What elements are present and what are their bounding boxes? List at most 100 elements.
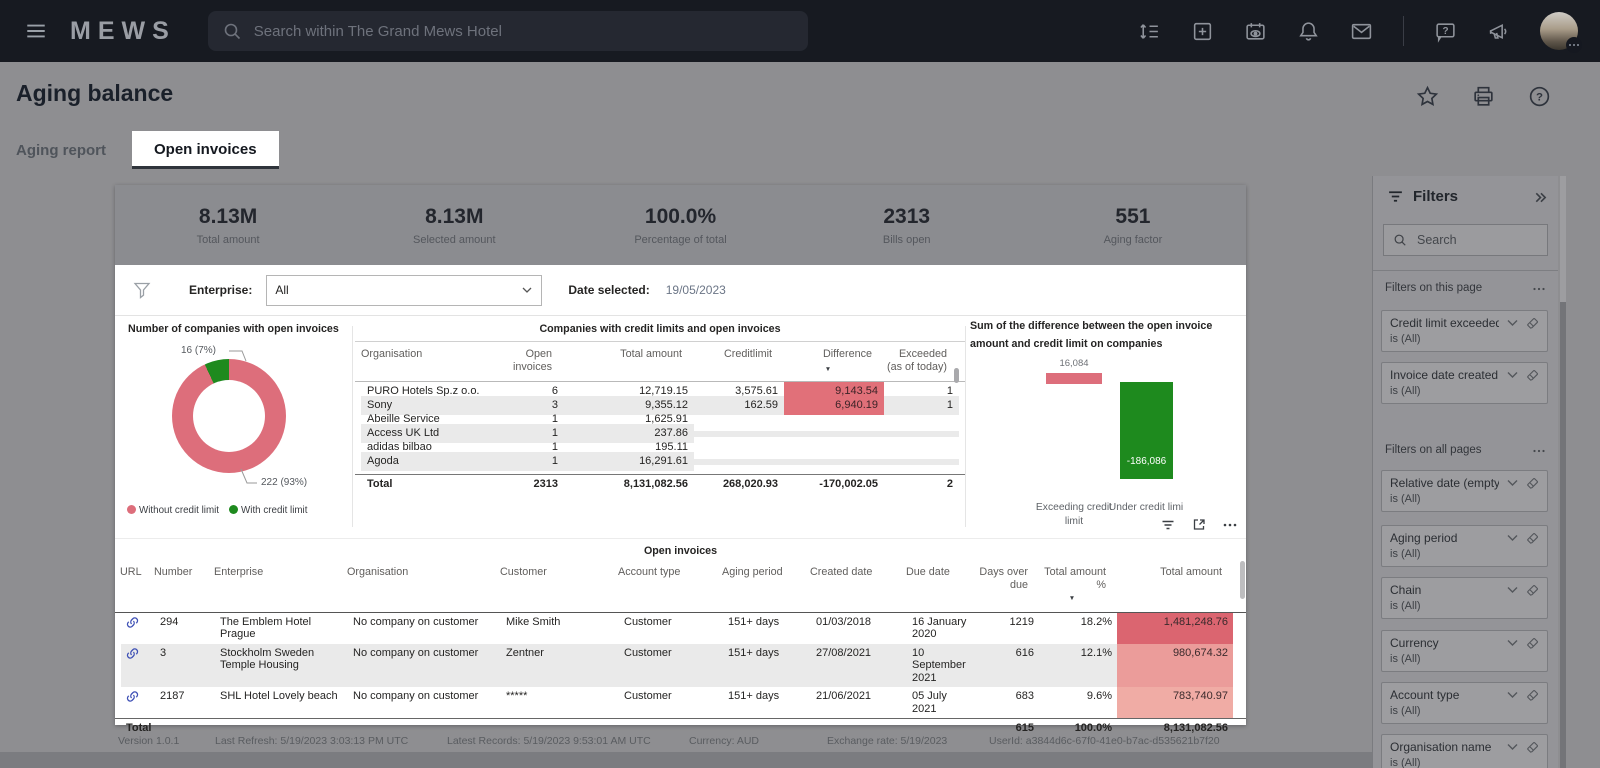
filter-card-invoice-date-created[interactable]: Invoice date created is (All) [1381, 362, 1548, 404]
col-created-date[interactable]: Created date [810, 566, 873, 578]
legend-without-credit-limit[interactable]: Without credit limit [127, 505, 219, 516]
chevron-down-icon [522, 287, 532, 293]
mews-logo: MEWS [70, 16, 176, 45]
col-aging-period[interactable]: Aging period [722, 566, 783, 578]
chevron-down-icon[interactable] [1507, 479, 1518, 487]
chevron-down-icon[interactable] [1507, 586, 1518, 594]
eraser-icon[interactable] [1526, 637, 1539, 650]
col-url[interactable]: URL [120, 566, 142, 578]
help-chat-icon[interactable]: ? [1434, 20, 1457, 43]
page-scrollbar-thumb[interactable] [1560, 302, 1566, 768]
eraser-icon[interactable] [1526, 584, 1539, 597]
col-difference[interactable]: Difference [778, 346, 878, 379]
col-total-amount-pct[interactable]: Total amount % [1033, 563, 1111, 609]
link-icon[interactable] [121, 643, 155, 687]
col-total-amount[interactable]: Total amount [1160, 566, 1222, 578]
invoice-row[interactable]: 294 The Emblem Hotel Prague No company o… [115, 612, 1246, 644]
eraser-icon[interactable] [1526, 689, 1539, 702]
col-creditlimit[interactable]: Creditlimit [724, 348, 772, 360]
col-open-invoices[interactable]: Open invoices [512, 348, 552, 373]
filter-lines-icon [1389, 191, 1402, 202]
col-organisation[interactable]: Organisation [347, 566, 409, 578]
messages-mail-icon[interactable] [1350, 20, 1373, 43]
help-icon[interactable]: ? [1527, 84, 1552, 109]
more-options-icon[interactable] [1532, 282, 1546, 294]
col-due-date[interactable]: Due date [906, 566, 950, 578]
link-icon[interactable] [121, 687, 155, 718]
more-options-icon[interactable] [1532, 444, 1546, 456]
link-icon[interactable] [121, 613, 155, 644]
filter-card-currency[interactable]: Currency is (All) [1381, 630, 1548, 672]
chevron-down-icon[interactable] [1507, 319, 1518, 327]
enterprise-select[interactable]: All [266, 274, 543, 306]
col-organisation[interactable]: Organisation [361, 348, 423, 360]
eraser-icon[interactable] [1526, 369, 1539, 382]
more-options-icon[interactable] [1222, 517, 1238, 533]
eraser-icon[interactable] [1526, 317, 1539, 330]
eraser-icon[interactable] [1526, 477, 1539, 490]
filter-card-relative-date[interactable]: Relative date (empty i... is (All) [1381, 470, 1548, 512]
filter-card-account-type[interactable]: Account type is (All) [1381, 682, 1548, 724]
filter-card-chain[interactable]: Chain is (All) [1381, 577, 1548, 619]
filters-search-input[interactable] [1415, 232, 1547, 248]
favorite-star-icon[interactable] [1415, 84, 1440, 109]
chevron-down-icon[interactable] [1507, 639, 1518, 647]
donut-chart[interactable] [172, 359, 286, 473]
page-scrollbar[interactable] [1560, 176, 1566, 768]
donut-legend: Without credit limit With credit limit [127, 505, 307, 516]
table-row[interactable]: adidas bilbao 1 195.11 [367, 441, 688, 453]
focus-mode-icon[interactable] [1191, 517, 1207, 533]
eraser-icon[interactable] [1526, 741, 1539, 754]
table-row[interactable]: Abeille Service 1 1,625.91 [367, 413, 688, 425]
line-height-icon[interactable] [1138, 20, 1161, 43]
global-search-input[interactable] [251, 21, 808, 41]
col-number[interactable]: Number [154, 566, 193, 578]
filter-card-credit-limit-exceeded[interactable]: Credit limit exceeded is (All) [1381, 310, 1548, 352]
col-customer[interactable]: Customer [500, 566, 547, 578]
open-invoices-scrollbar[interactable] [1240, 561, 1245, 711]
col-enterprise[interactable]: Enterprise [214, 566, 264, 578]
kpi-selected-amount: 8.13M Selected amount [413, 204, 496, 246]
filter-card-aging-period[interactable]: Aging period is (All) [1381, 525, 1548, 567]
tab-aging-report[interactable]: Aging report [14, 132, 108, 169]
table-row[interactable]: Agoda 1 16,291.61 [355, 452, 965, 471]
visual-divider [965, 326, 966, 527]
announcements-megaphone-icon[interactable] [1487, 20, 1510, 43]
print-icon[interactable] [1471, 84, 1496, 109]
invoice-row[interactable]: 3 Stockholm Sweden Temple Housing No com… [115, 643, 1246, 687]
filters-divider [1373, 270, 1558, 271]
chevron-down-icon[interactable] [1507, 371, 1518, 379]
chevron-down-icon[interactable] [1507, 534, 1518, 542]
col-account-type[interactable]: Account type [618, 566, 681, 578]
calendar-availability-icon[interactable] [1244, 20, 1267, 43]
menu-icon[interactable] [18, 13, 54, 49]
kpi-aging-factor: 551 Aging factor [1103, 204, 1163, 246]
create-new-icon[interactable] [1191, 20, 1214, 43]
bar-value-under: -186,086 [1126, 456, 1167, 467]
col-exceeded[interactable]: Exceeded (as of today) [886, 348, 947, 373]
col-total-amount[interactable]: Total amount [620, 348, 682, 360]
table-row[interactable]: Access UK Ltd 1 237.86 [355, 424, 965, 443]
companies-table-scrollbar[interactable] [954, 368, 959, 488]
visual-header-toolbar [1160, 517, 1238, 533]
avatar[interactable] [1540, 12, 1582, 53]
tab-open-invoices[interactable]: Open invoices [132, 131, 279, 169]
table-row[interactable]: PURO Hotels Sp.z o.o. 6 12,719.15 3,575.61 9… [355, 382, 965, 401]
notifications-bell-icon[interactable] [1297, 20, 1320, 43]
collapse-pane-icon[interactable] [1533, 190, 1548, 205]
eraser-icon[interactable] [1526, 532, 1539, 545]
filter-card-organisation-name[interactable]: Organisation name is (All) [1381, 734, 1548, 768]
legend-with-credit-limit[interactable]: With credit limit [229, 505, 307, 516]
invoice-row[interactable]: 2187 SHL Hotel Lovely beach No company o… [115, 687, 1246, 718]
chevron-down-icon[interactable] [1507, 691, 1518, 699]
global-search[interactable] [207, 11, 808, 51]
chevron-down-icon[interactable] [1507, 743, 1518, 751]
visual-filters-icon[interactable] [1160, 517, 1176, 533]
companies-table-visual: Companies with credit limits and open in… [355, 316, 965, 533]
bar-exceeding-credit-limit[interactable] [1046, 373, 1102, 384]
bar-under-credit-limit[interactable] [1120, 382, 1173, 479]
filters-search[interactable] [1383, 224, 1548, 256]
table-row[interactable]: Sony 3 9,355.12 162.59 6,940.19 1 [355, 396, 965, 415]
col-days-over-due[interactable]: Days over due [979, 566, 1028, 591]
